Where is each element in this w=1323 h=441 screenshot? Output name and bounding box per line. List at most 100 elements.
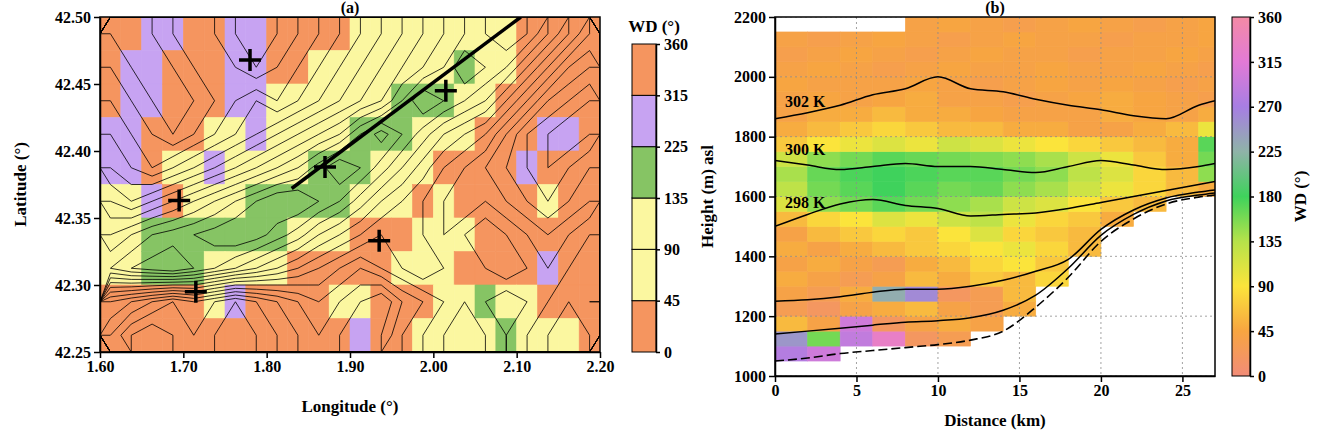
wd-cell xyxy=(1199,47,1215,62)
colorbar-tick-label: 270 xyxy=(1258,98,1282,115)
colorbar-axis: 04590135225315360 xyxy=(656,36,688,361)
colorbar-box xyxy=(632,301,656,352)
wd-cell xyxy=(938,167,971,182)
y-tick: 2200 xyxy=(734,9,775,26)
wd-cell xyxy=(454,185,475,219)
wd-cell xyxy=(905,92,938,107)
wd-cell xyxy=(775,271,808,286)
wd-cell xyxy=(938,301,971,316)
isentrope-labels: 302 K300 K298 K xyxy=(785,93,826,212)
y-axis: 1000120014001600180020002200 xyxy=(734,9,776,385)
colorbar-tick: 360 xyxy=(1250,9,1282,26)
colorbar-tick-mark xyxy=(656,198,660,200)
y-tick: 42.25 xyxy=(55,344,100,361)
y-tick: 1200 xyxy=(734,308,775,325)
colorbar-tick-mark xyxy=(1250,107,1254,109)
wd-cell xyxy=(873,241,906,256)
wd-cell xyxy=(971,316,1004,331)
wd-cell xyxy=(905,107,938,122)
colorbar-box xyxy=(632,44,656,95)
terrain-contour xyxy=(100,17,600,352)
colorbar-tick-label: 360 xyxy=(664,36,688,53)
wd-cell xyxy=(1134,137,1167,152)
wd-cell xyxy=(163,252,184,286)
colorbar-tick: 225 xyxy=(656,138,688,155)
x-tick-label: 10 xyxy=(930,382,946,399)
wd-cell xyxy=(454,252,475,286)
isentrope-label: 300 K xyxy=(785,141,826,158)
wd-cell xyxy=(1036,122,1069,137)
y-tick-label: 2200 xyxy=(734,9,766,26)
x-tick: 0 xyxy=(772,376,780,399)
y-tick-mark xyxy=(94,84,100,86)
wd-cell xyxy=(808,301,841,316)
wd-cell xyxy=(873,226,906,241)
wd-cell xyxy=(558,319,579,353)
wd-cell xyxy=(204,51,225,85)
isentrope-line xyxy=(775,193,1215,334)
colorbar-tick: 315 xyxy=(1250,53,1282,70)
wd-cell xyxy=(905,211,938,226)
y-tick-label: 1400 xyxy=(734,248,766,265)
wd-cell xyxy=(873,331,906,346)
terrain-contour xyxy=(100,17,600,352)
wd-cell xyxy=(938,211,971,226)
wd-cell xyxy=(1068,62,1101,77)
terrain-contour xyxy=(100,17,600,352)
x-axis: 1.601.701.801.902.002.102.20 xyxy=(87,352,615,375)
wd-cell xyxy=(938,271,971,286)
colorbar-tick-mark xyxy=(1250,286,1254,288)
terrain-contour xyxy=(100,17,600,352)
colorbar-box xyxy=(632,147,656,198)
wd-cell xyxy=(775,77,808,92)
wd-cell xyxy=(1101,122,1134,137)
wd-cell xyxy=(1036,167,1069,182)
figure: 1.601.701.801.902.002.102.2042.25 42.30 42… xyxy=(0,0,1323,441)
wd-cell xyxy=(1003,32,1036,47)
wd-cell xyxy=(1101,32,1134,47)
colorbar-tick-mark xyxy=(656,146,660,148)
wd-cell xyxy=(142,252,163,286)
y-tick-mark xyxy=(769,136,775,138)
y-tick-label: 42.45 xyxy=(55,76,91,93)
wd-cell xyxy=(1134,62,1167,77)
wd-cell xyxy=(350,319,371,353)
x-tick-mark xyxy=(1019,376,1021,382)
x-tick: 5 xyxy=(853,376,861,399)
isentrope-label: 302 K xyxy=(785,93,826,110)
wd-cell xyxy=(204,218,225,252)
wd-cell xyxy=(267,185,288,219)
wd-cell xyxy=(808,77,841,92)
wd-cell xyxy=(1101,92,1134,107)
x-tick-mark xyxy=(350,352,352,358)
x-tick: 1.90 xyxy=(337,352,365,375)
wd-cell xyxy=(1199,17,1215,32)
y-tick: 42.40 xyxy=(55,143,100,160)
wd-cell xyxy=(475,218,496,252)
wd-cell xyxy=(288,185,309,219)
wd-cell xyxy=(246,218,267,252)
x-tick-mark xyxy=(433,352,435,358)
colorbar-tick-label: 180 xyxy=(1258,188,1282,205)
wd-cell xyxy=(775,226,808,241)
y-tick-label: 42.30 xyxy=(55,277,91,294)
wd-cell xyxy=(1068,167,1101,182)
wd-cell xyxy=(163,84,184,118)
terrain-contour xyxy=(131,302,256,352)
grid-line-x xyxy=(937,17,938,376)
plot-frame xyxy=(100,17,600,352)
grid-line-y xyxy=(775,136,1215,137)
wd-cell xyxy=(183,17,204,51)
wd-cell xyxy=(1068,47,1101,62)
wd-cell xyxy=(873,122,906,137)
wd-cell xyxy=(1068,152,1101,167)
wd-cell xyxy=(1036,47,1069,62)
wd-cell xyxy=(1134,92,1167,107)
wd-cell xyxy=(971,182,1004,197)
wd-cell xyxy=(1134,77,1167,92)
colorbar-tick-label: 135 xyxy=(664,190,688,207)
wd-cell xyxy=(558,118,579,152)
colorbar-tick-mark xyxy=(656,249,660,251)
wd-cell xyxy=(873,32,906,47)
wd-cell xyxy=(905,271,938,286)
